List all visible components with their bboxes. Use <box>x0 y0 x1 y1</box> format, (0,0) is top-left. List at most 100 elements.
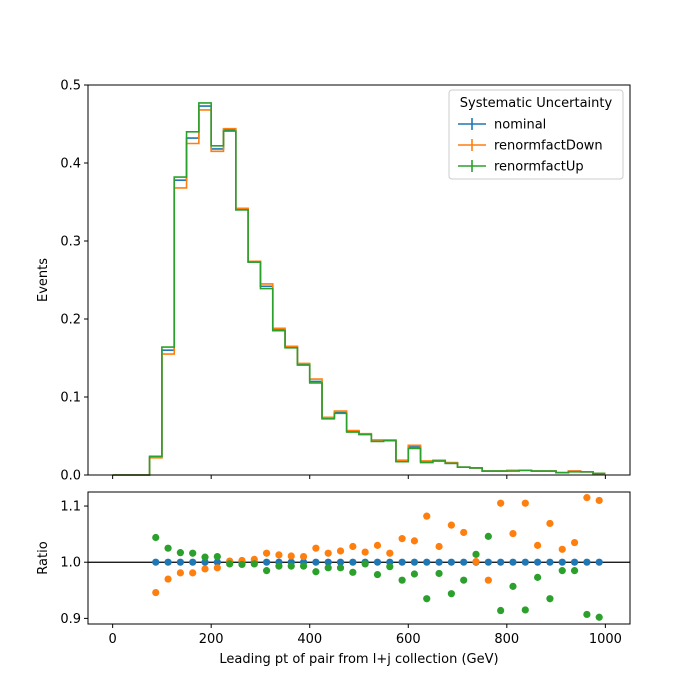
legend-label-renormfactDown: renormfactDown <box>494 139 603 154</box>
ratio-point-nominal <box>176 558 184 566</box>
ratio-point-renormfactUp <box>410 570 419 578</box>
ratio-point-nominal <box>164 558 172 566</box>
ratio-point-nominal <box>583 558 591 566</box>
ratio-point-renormfactDown <box>558 545 566 553</box>
ratio-y-axis-label: Ratio <box>36 541 51 574</box>
top-y-axis-label: Events <box>36 258 51 302</box>
ratio-point-renormfactDown <box>534 541 542 549</box>
ratio-point-nominal <box>484 558 492 566</box>
top-axes-frame <box>87 84 631 476</box>
x-tick-label: 600 <box>396 632 421 647</box>
legend-label-renormfactUp: renormfactUp <box>494 160 584 175</box>
ratio-point-renormfactDown <box>201 565 209 573</box>
ratio-point-nominal <box>410 558 419 566</box>
ratio-point-renormfactDown <box>275 551 283 559</box>
ratio-point-renormfactUp <box>201 553 209 561</box>
histogram-line-renormfactUp <box>112 102 606 476</box>
top-y-tick-label: 0.0 <box>60 469 81 484</box>
ratio-point-renormfactUp <box>213 553 221 561</box>
ratio-point-nominal <box>324 558 332 566</box>
ratio-point-nominal <box>263 558 271 566</box>
ratio-point-renormfactDown <box>423 512 431 520</box>
ratio-point-renormfactDown <box>386 549 394 557</box>
ratio-point-renormfactUp <box>558 567 566 575</box>
ratio-point-nominal <box>152 558 160 566</box>
ratio-point-renormfactDown <box>361 548 369 556</box>
ratio-point-renormfactUp <box>275 562 283 570</box>
x-tick-label: 400 <box>297 632 322 647</box>
ratio-point-renormfactUp <box>336 564 345 572</box>
ratio-point-renormfactUp <box>546 595 554 603</box>
ratio-point-renormfactDown <box>447 521 455 529</box>
ratio-point-nominal <box>521 558 529 566</box>
legend-label-nominal: nominal <box>494 118 546 133</box>
ratio-point-nominal <box>312 558 320 566</box>
ratio-point-nominal <box>423 558 431 566</box>
ratio-point-nominal <box>534 558 542 566</box>
ratio-point-renormfactDown <box>509 529 517 538</box>
ratio-point-renormfactUp <box>164 544 172 552</box>
ratio-point-renormfactUp <box>373 570 382 579</box>
ratio-point-renormfactDown <box>546 519 554 528</box>
ratio-point-renormfactDown <box>521 499 529 507</box>
ratio-point-renormfactUp <box>324 564 332 572</box>
ratio-point-renormfactDown <box>583 494 591 502</box>
ratio-point-renormfactDown <box>349 542 357 551</box>
ratio-point-renormfactUp <box>299 562 308 570</box>
ratio-point-renormfactUp <box>398 576 406 584</box>
ratio-point-renormfactUp <box>435 569 443 578</box>
ratio-point-nominal <box>373 558 382 566</box>
x-tick-label: 0 <box>108 632 116 647</box>
ratio-point-renormfactDown <box>460 528 468 537</box>
ratio-point-nominal <box>460 558 468 566</box>
ratio-point-renormfactUp <box>152 533 160 542</box>
ratio-point-renormfactDown <box>164 575 172 583</box>
ratio-point-renormfactUp <box>534 573 542 581</box>
top-y-axis: 0.0 0.1 0.2 0.3 0.4 0.5 <box>60 79 88 484</box>
legend: Systematic Uncertainty nominal renormfactD… <box>448 89 624 180</box>
top-y-tick-label: 0.2 <box>60 313 81 328</box>
top-x-axis <box>112 475 606 479</box>
top-y-tick-label: 0.3 <box>60 235 81 250</box>
ratio-point-nominal <box>447 558 455 566</box>
ratio-point-renormfactDown <box>263 549 271 557</box>
top-panel: 0.0 0.1 0.2 0.3 0.4 0.5 Events Systematic Unc… <box>36 79 631 484</box>
ratio-point-nominal <box>435 558 443 566</box>
ratio-point-renormfactUp <box>361 560 369 568</box>
ratio-point-nominal <box>336 558 345 566</box>
top-plot-area <box>112 102 606 476</box>
ratio-point-renormfactDown <box>287 552 295 560</box>
ratio-point-nominal <box>349 558 357 566</box>
ratio-y-axis: 0.9 1.0 1.1 <box>60 500 88 627</box>
ratio-point-renormfactUp <box>189 549 197 557</box>
x-tick-label: 800 <box>494 632 519 647</box>
ratio-point-renormfactDown <box>312 544 320 552</box>
ratio-point-renormfactUp <box>521 606 529 614</box>
ratio-point-renormfactDown <box>324 549 332 557</box>
ratio-point-renormfactDown <box>152 588 160 597</box>
ratio-axes-frame <box>87 491 631 625</box>
ratio-point-renormfactUp <box>287 562 295 570</box>
ratio-point-renormfactDown <box>484 576 492 584</box>
ratio-point-renormfactUp <box>423 595 431 603</box>
ratio-point-renormfactDown <box>373 541 382 549</box>
ratio-point-renormfactDown <box>595 496 603 505</box>
ratio-point-renormfactUp <box>509 582 517 590</box>
x-tick-label: 200 <box>199 632 224 647</box>
ratio-point-renormfactUp <box>263 567 271 575</box>
ratio-point-renormfactUp <box>349 568 357 576</box>
ratio-point-nominal <box>546 558 554 566</box>
ratio-y-tick-label: 1.1 <box>60 500 81 515</box>
ratio-point-nominal <box>570 558 579 566</box>
x-axis-label: Leading pt of pair from l+j collection (… <box>219 652 498 667</box>
ratio-plot-area <box>152 494 603 621</box>
ratio-y-tick-label: 0.9 <box>60 612 81 627</box>
ratio-point-renormfactUp <box>250 560 258 568</box>
ratio-point-renormfactDown <box>189 569 197 577</box>
ratio-point-renormfactDown <box>213 564 221 572</box>
x-tick-label: 1000 <box>589 632 622 647</box>
ratio-point-renormfactUp <box>238 560 246 569</box>
ratio-point-renormfactDown <box>435 542 443 551</box>
ratio-point-renormfactUp <box>497 606 505 615</box>
